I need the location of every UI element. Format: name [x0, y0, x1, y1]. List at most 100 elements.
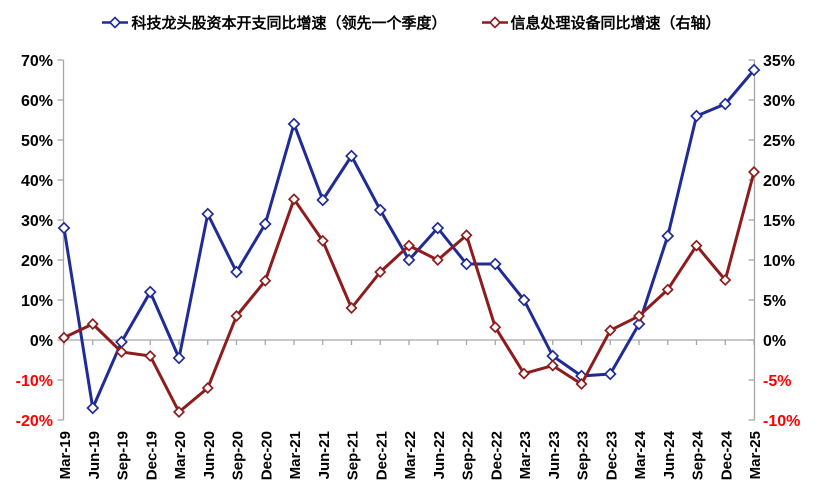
info-equipment-data-point-marker [374, 265, 387, 279]
info-equipment-data-point-marker [546, 359, 559, 372]
left-axis-tick-label: 40% [21, 173, 53, 190]
info-equipment-data-point-marker [661, 283, 674, 296]
capex-data-point-marker [86, 401, 100, 415]
x-axis-tick-label: Jun-20 [201, 431, 218, 479]
right-axis-tick-label: 5% [763, 293, 786, 310]
left-axis-tick-label: 20% [21, 253, 53, 270]
x-axis-tick-label: Mar-19 [57, 431, 74, 479]
info-equipment-data-point-marker [719, 273, 732, 287]
capex-data-point-marker [316, 193, 330, 207]
left-axis-tick-label: 50% [21, 133, 53, 150]
x-axis-tick-label: Jun-19 [86, 431, 103, 479]
left-axis-tick-label: 30% [21, 213, 53, 230]
right-axis-tick-label: -10% [763, 413, 800, 430]
capex-data-point-marker [460, 257, 473, 271]
capex-data-point-marker [488, 257, 502, 271]
right-axis-tick-label: 30% [763, 93, 795, 110]
info-equipment-data-point-marker [517, 367, 531, 380]
capex-data-point-marker [603, 367, 617, 381]
capex-data-point-marker [143, 285, 157, 299]
x-axis-tick-label: Jun-22 [431, 431, 448, 479]
legend-label-capex: 科技龙头股资本开支同比增速（领先一个季度） [131, 15, 447, 32]
right-axis-tick-label: 0% [763, 333, 786, 350]
capex-data-point-marker [431, 221, 445, 235]
capex-data-point-marker [718, 97, 732, 111]
info-equipment-data-point-marker [575, 377, 588, 391]
right-axis-tick-label: 20% [763, 173, 795, 190]
x-axis-tick-label: Mar-25 [747, 431, 764, 479]
x-axis-tick-label: Mar-23 [517, 431, 534, 479]
capex-data-point-marker [57, 221, 71, 235]
x-axis-tick-label: Sep-23 [575, 431, 592, 480]
legend-item-capex: 科技龙头股资本开支同比增速（领先一个季度） [101, 12, 447, 33]
capex-data-point-marker [632, 317, 646, 331]
x-axis-tick-label: Dec-21 [373, 431, 390, 480]
x-axis-tick-label: Jun-24 [661, 430, 678, 479]
left-axis-tick-label: -20% [16, 413, 53, 430]
left-axis-tick-label: 0% [30, 333, 53, 350]
x-axis-tick-label: Dec-20 [258, 431, 275, 480]
left-axis-tick-label: 10% [21, 293, 53, 310]
legend-label-info-equipment: 信息处理设备同比增速（右轴） [510, 15, 721, 32]
right-axis-tick-label: 35% [763, 53, 795, 70]
chart-legend: 科技龙头股资本开支同比增速（领先一个季度） 信息处理设备同比增速（右轴） [0, 12, 822, 33]
x-axis-tick-label: Dec-23 [603, 431, 620, 480]
x-axis-tick-label: Sep-22 [460, 431, 477, 480]
info-equipment-data-point-marker [201, 381, 214, 395]
info-equipment-data-point-marker [690, 239, 703, 252]
info-equipment-data-point-marker [86, 317, 99, 331]
left-axis-tick-label: 60% [21, 93, 53, 110]
info-equipment-data-point-marker [460, 229, 473, 242]
right-axis-tick-label: 10% [763, 253, 795, 270]
info-equipment-data-point-marker [431, 253, 444, 267]
capex-data-point-marker [258, 217, 272, 231]
info-equipment-data-point-marker [345, 301, 358, 315]
x-axis-tick-label: Sep-21 [345, 431, 362, 480]
info-equipment-data-point-marker [632, 309, 646, 323]
capex-data-point-marker [287, 117, 301, 131]
info-equipment-data-point-marker [489, 321, 502, 334]
series-capex-line [62, 68, 756, 410]
legend-item-info-equipment: 信息处理设备同比增速（右轴） [481, 12, 721, 33]
capex-data-point-marker [661, 229, 675, 243]
info-equipment-data-point-marker [604, 324, 617, 337]
x-axis-tick-label: Jun-23 [546, 431, 563, 479]
capex-data-point-marker [690, 109, 703, 123]
info-equipment-data-point-marker [316, 234, 329, 247]
info-equipment-data-point-marker [144, 349, 157, 363]
capex-data-point-marker [517, 293, 531, 307]
capex-data-point-marker [402, 253, 416, 267]
x-axis-tick-label: Dec-22 [488, 431, 505, 480]
capex-data-point-marker [230, 265, 243, 279]
info-equipment-data-point-marker [747, 165, 761, 179]
x-axis-tick-label: Sep-19 [115, 431, 132, 480]
x-axis-tick-label: Mar-21 [287, 431, 304, 479]
x-axis-tick-label: Jun-21 [316, 431, 333, 479]
x-axis-tick-label: Sep-20 [230, 431, 247, 480]
capex-data-point-marker [345, 149, 358, 163]
info-equipment-data-point-marker [402, 239, 416, 252]
capex-data-point-marker [373, 203, 387, 217]
line-diamond-marker-icon [481, 16, 508, 29]
info-equipment-data-point-marker [259, 274, 272, 287]
capex-data-point-marker [747, 63, 761, 77]
left-axis-tick-label: -10% [16, 373, 53, 390]
x-axis-tick-label: Mar-24 [632, 430, 649, 479]
right-axis-tick-label: -5% [763, 373, 791, 390]
line-diamond-marker-icon [102, 16, 129, 29]
info-equipment-data-point-marker [230, 309, 243, 323]
x-axis-tick-label: Dec-19 [143, 431, 160, 480]
x-axis-tick-label: Mar-22 [402, 431, 419, 479]
x-axis-tick-label: Sep-24 [690, 430, 707, 480]
info-equipment-data-point-marker [287, 193, 301, 206]
info-equipment-data-point-marker [115, 345, 128, 359]
x-axis-tick-label: Mar-20 [172, 431, 189, 479]
capex-data-point-marker [172, 351, 186, 365]
x-axis-tick-label: Dec-24 [718, 430, 735, 480]
info-equipment-data-point-marker [57, 331, 71, 344]
right-axis-tick-label: 25% [763, 133, 795, 150]
info-equipment-data-point-marker [172, 405, 186, 419]
capex-data-point-marker [201, 207, 215, 221]
